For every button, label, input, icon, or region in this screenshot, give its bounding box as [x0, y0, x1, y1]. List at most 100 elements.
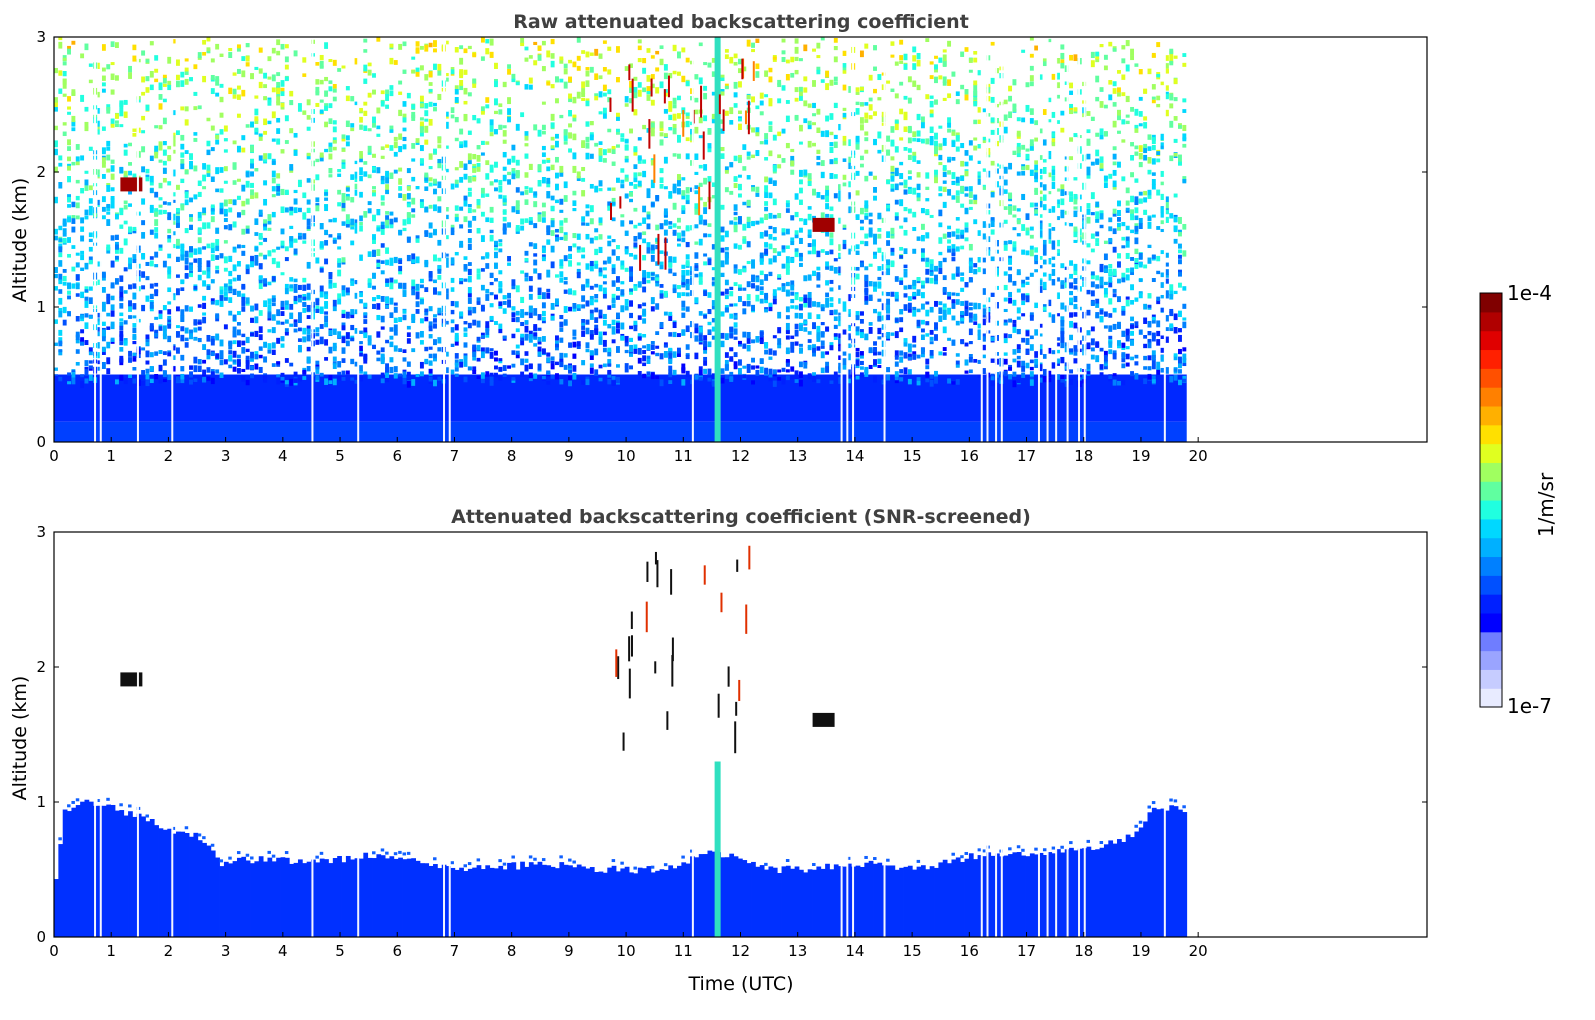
- noise-speck: [807, 373, 812, 380]
- noise-speck: [973, 219, 978, 225]
- noise-speck: [951, 381, 956, 385]
- noise-speck: [650, 276, 655, 281]
- noise-speck: [358, 156, 363, 163]
- noise-speck: [376, 37, 381, 42]
- noise-speck: [838, 355, 843, 360]
- noise-speck: [629, 290, 633, 295]
- noise-speck: [890, 41, 895, 46]
- noise-speck: [894, 183, 899, 191]
- noise-speck: [393, 345, 398, 352]
- noise-speck: [158, 310, 163, 314]
- noise-speck: [428, 101, 433, 107]
- noise-speck: [711, 281, 716, 285]
- noise-speck: [576, 246, 581, 250]
- noise-speck: [528, 363, 533, 370]
- noise-speck: [67, 204, 71, 208]
- noise-speck: [428, 82, 433, 86]
- noise-speck: [494, 294, 498, 300]
- noise-speck: [977, 144, 982, 149]
- noise-speck: [698, 220, 703, 225]
- noise-speck: [149, 283, 154, 289]
- noise-speck: [393, 256, 398, 264]
- noise-speck: [402, 193, 407, 201]
- noise-speck: [877, 228, 882, 232]
- noise-speck: [611, 147, 616, 155]
- noise-speck: [785, 347, 790, 354]
- noise-speck: [555, 373, 559, 380]
- noise-speck: [733, 204, 738, 211]
- noise-speck: [433, 379, 437, 387]
- noise-speck: [833, 258, 838, 262]
- noise-speck: [258, 81, 263, 89]
- noise-speck: [180, 152, 185, 158]
- noise-speck: [960, 310, 965, 316]
- noise-speck: [167, 238, 172, 243]
- noise-speck: [319, 79, 324, 85]
- noise-speck: [846, 309, 851, 314]
- noise-speck: [263, 159, 268, 163]
- noise-speck: [411, 348, 416, 353]
- noise-speck: [58, 162, 63, 167]
- noise-speck: [114, 249, 119, 254]
- noise-speck: [942, 142, 947, 146]
- noise-speck: [764, 191, 769, 199]
- noise-speck: [968, 356, 973, 363]
- noise-speck: [720, 77, 725, 82]
- noise-speck: [947, 239, 952, 244]
- noise-speck: [337, 361, 342, 368]
- noise-speck: [707, 143, 712, 149]
- noise-speck: [80, 341, 85, 346]
- noise-speck: [341, 377, 346, 381]
- noise-speck: [223, 125, 228, 132]
- noise-speck: [685, 254, 690, 260]
- noise-speck: [968, 317, 973, 323]
- noise-speck: [642, 217, 647, 224]
- noise-speck: [424, 231, 429, 237]
- noise-speck: [476, 166, 481, 172]
- noise-speck: [764, 242, 769, 248]
- noise-speck: [354, 292, 359, 299]
- noise-speck: [842, 50, 847, 56]
- noise-speck: [376, 107, 381, 114]
- noise-speck: [411, 197, 416, 205]
- noise-speck: [489, 372, 494, 376]
- noise-speck: [759, 358, 764, 364]
- noise-speck: [184, 191, 189, 199]
- noise-speck: [415, 293, 420, 300]
- noise-speck: [772, 369, 777, 375]
- noise-speck: [515, 316, 520, 323]
- noise-speck: [149, 301, 154, 309]
- noise-speck: [624, 177, 629, 182]
- noise-speck: [141, 285, 146, 290]
- noise-speck: [463, 327, 468, 332]
- noise-speck: [598, 313, 603, 319]
- noise-speck: [711, 267, 716, 271]
- noise-speck: [101, 126, 106, 131]
- noise-speck: [454, 367, 459, 372]
- noise-speck: [624, 335, 629, 343]
- noise-speck: [890, 175, 895, 182]
- noise-speck: [454, 251, 459, 256]
- noise-speck: [524, 351, 529, 356]
- noise-speck: [110, 187, 115, 192]
- noise-speck: [829, 142, 834, 147]
- noise-speck: [119, 341, 124, 346]
- noise-speck: [589, 367, 594, 374]
- noise-speck: [681, 205, 686, 211]
- noise-speck: [62, 233, 67, 237]
- noise-speck: [925, 209, 930, 215]
- noise-speck: [568, 253, 573, 260]
- noise-speck: [454, 359, 459, 366]
- noise-speck: [258, 334, 263, 341]
- noise-speck: [668, 256, 673, 263]
- noise-speck: [324, 301, 329, 305]
- noise-speck: [419, 45, 424, 50]
- noise-speck: [271, 177, 276, 184]
- noise-speck: [655, 67, 660, 72]
- noise-speck: [794, 69, 799, 75]
- noise-speck: [245, 365, 250, 370]
- noise-speck: [877, 74, 882, 81]
- noise-speck: [494, 357, 498, 362]
- noise-speck: [141, 115, 146, 121]
- noise-speck: [520, 321, 525, 327]
